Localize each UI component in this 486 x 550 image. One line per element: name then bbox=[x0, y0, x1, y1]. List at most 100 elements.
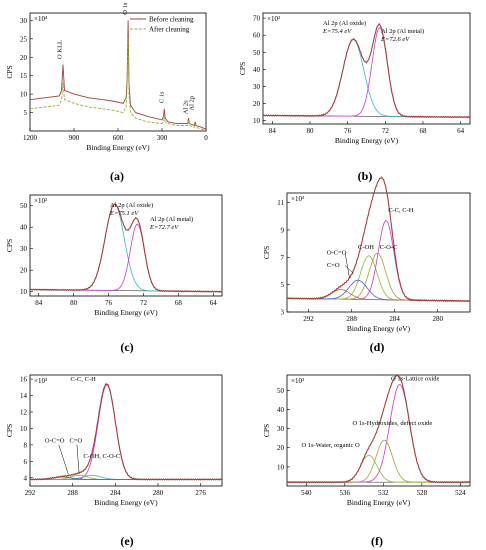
y-tick-label: 16 bbox=[20, 376, 28, 384]
y-tick-label: 10 bbox=[253, 117, 261, 125]
x-tick-label: 276 bbox=[195, 489, 206, 497]
y-tick-label: 9 bbox=[281, 226, 285, 234]
annotation-label: Al 2p (Al metal) bbox=[381, 28, 424, 35]
y-multiplier: ×10² bbox=[34, 197, 47, 205]
annotation-arrow bbox=[76, 444, 80, 473]
y-tick-label: 4 bbox=[24, 474, 28, 482]
fit-component-1 bbox=[30, 384, 222, 480]
x-tick-label: 288 bbox=[346, 315, 357, 323]
y-multiplier: ×10³ bbox=[291, 195, 304, 203]
annotation-arrow bbox=[344, 253, 350, 278]
legend-label: Before cleaning bbox=[149, 16, 194, 24]
envelope-line bbox=[29, 203, 223, 293]
y-tick-label: 20 bbox=[253, 100, 261, 108]
x-tick-label: 540 bbox=[301, 489, 312, 497]
plot-frame bbox=[286, 192, 471, 313]
y-tick-label: 50 bbox=[253, 49, 261, 57]
y-multiplier: ×10² bbox=[267, 15, 280, 23]
peak-label: Al 2p bbox=[188, 96, 195, 111]
x-tick-label: 64 bbox=[210, 299, 218, 307]
y-tick-label: 8 bbox=[24, 441, 28, 449]
peak-label: C 1s bbox=[158, 91, 165, 103]
y-tick-label: 14 bbox=[20, 392, 28, 400]
y-tick-label: 11 bbox=[277, 199, 284, 207]
peak-label: O KLL bbox=[56, 40, 63, 59]
chart-panel-5: 292 288 284 280 276 4 6 8 10 12 14 16 ×10³ Binding En… bbox=[5, 374, 223, 507]
chart-panel-1: 1200 900 600 300 0 5 10 15 20 25 30 ×10⁴ Binding Ene… bbox=[5, 2, 208, 152]
x-tick-label: 292 bbox=[303, 315, 314, 323]
plot-frame bbox=[29, 194, 223, 297]
series-line-2 bbox=[29, 38, 207, 131]
annotation-label: C-C, C-H bbox=[388, 207, 414, 214]
y-axis-label: CPS bbox=[262, 246, 271, 259]
series-line-1 bbox=[29, 20, 207, 130]
annotation-label: C=O bbox=[327, 262, 340, 269]
x-tick-label: 300 bbox=[157, 134, 168, 142]
plot-frame bbox=[262, 12, 471, 125]
x-tick-label: 1200 bbox=[23, 134, 38, 142]
annotation-value: E=75.1 eV bbox=[109, 210, 139, 217]
x-tick-label: 72 bbox=[382, 127, 390, 135]
x-tick-label: 84 bbox=[269, 127, 277, 135]
y-tick-label: 3 bbox=[281, 309, 285, 317]
peak-label: Al 2s bbox=[183, 100, 190, 114]
fit-component-2 bbox=[263, 27, 470, 118]
fit-component-1 bbox=[263, 39, 470, 118]
y-tick-label: 20 bbox=[20, 267, 28, 275]
x-tick-label: 84 bbox=[35, 299, 43, 307]
y-tick-label: 5 bbox=[24, 109, 28, 117]
x-tick-label: 80 bbox=[307, 127, 315, 135]
y-tick-label: 60 bbox=[253, 32, 261, 40]
x-tick-label: 284 bbox=[110, 489, 121, 497]
x-tick-label: 524 bbox=[455, 489, 466, 497]
y-tick-label: 50 bbox=[20, 202, 28, 210]
x-tick-label: 536 bbox=[340, 489, 351, 497]
y-axis-label: CPS bbox=[5, 424, 14, 437]
x-tick-label: 76 bbox=[105, 299, 113, 307]
x-tick-label: 72 bbox=[140, 299, 148, 307]
envelope-line bbox=[286, 176, 471, 303]
y-tick-label: 30 bbox=[277, 425, 285, 433]
annotation-label: O 1s-Lattice oxide bbox=[391, 376, 439, 383]
annotation-label: C-OH, C-O-C bbox=[83, 453, 120, 460]
fit-component-3 bbox=[287, 255, 471, 302]
y-tick-label: 25 bbox=[20, 35, 28, 43]
x-tick-label: 292 bbox=[25, 489, 36, 497]
y-tick-label: 12 bbox=[20, 409, 28, 417]
y-axis-label: CPS bbox=[5, 239, 14, 252]
panel-label: (d) bbox=[370, 340, 385, 354]
annotation-label: Al 2p (Al metal) bbox=[150, 216, 193, 223]
y-tick-label: 40 bbox=[20, 224, 28, 232]
envelope-line bbox=[29, 383, 223, 481]
envelope-line bbox=[286, 374, 471, 484]
chart-panel-3: 84 80 76 72 68 64 10 20 30 40 50 ×10² Binding Energy… bbox=[5, 194, 223, 317]
y-tick-label: 30 bbox=[20, 245, 28, 253]
fit-component-1 bbox=[30, 204, 222, 293]
annotation-arrow bbox=[344, 265, 354, 274]
y-axis-label: CPS bbox=[238, 62, 247, 75]
annotation-label: O-C=O bbox=[327, 250, 347, 257]
annotation-label: Al 2p (Al oxide) bbox=[323, 20, 366, 27]
plot-frame bbox=[29, 374, 223, 487]
envelope-line bbox=[262, 22, 471, 119]
fit-component-5 bbox=[287, 289, 471, 302]
chart-panel-4: 292 288 284 280 3 5 7 9 11 ×10³ Binding Energy (eV… bbox=[262, 176, 471, 333]
annotation-label: O-C=O bbox=[45, 437, 65, 444]
x-tick-label: 280 bbox=[432, 315, 443, 323]
y-axis-label: CPS bbox=[5, 65, 14, 78]
annotation-label: Al 2p (Al oxide) bbox=[110, 202, 153, 209]
y-tick-label: 70 bbox=[253, 15, 261, 23]
y-tick-label: 15 bbox=[20, 72, 28, 80]
annotation-label: C=O bbox=[69, 437, 82, 444]
peak-label: O 1s bbox=[122, 2, 129, 15]
y-tick-label: 30 bbox=[20, 17, 28, 25]
x-axis-label: Binding Energy (eV) bbox=[347, 498, 411, 507]
plot-frame bbox=[286, 374, 471, 487]
x-tick-label: 528 bbox=[417, 489, 428, 497]
x-tick-label: 64 bbox=[457, 127, 465, 135]
annotation-value: E=75.4 eV bbox=[322, 28, 352, 35]
panel-label: (c) bbox=[120, 340, 133, 354]
x-axis-label: Binding Energy (eV) bbox=[94, 498, 158, 507]
annotation-label: C-O-C bbox=[380, 244, 398, 251]
x-tick-label: 0 bbox=[204, 134, 208, 142]
